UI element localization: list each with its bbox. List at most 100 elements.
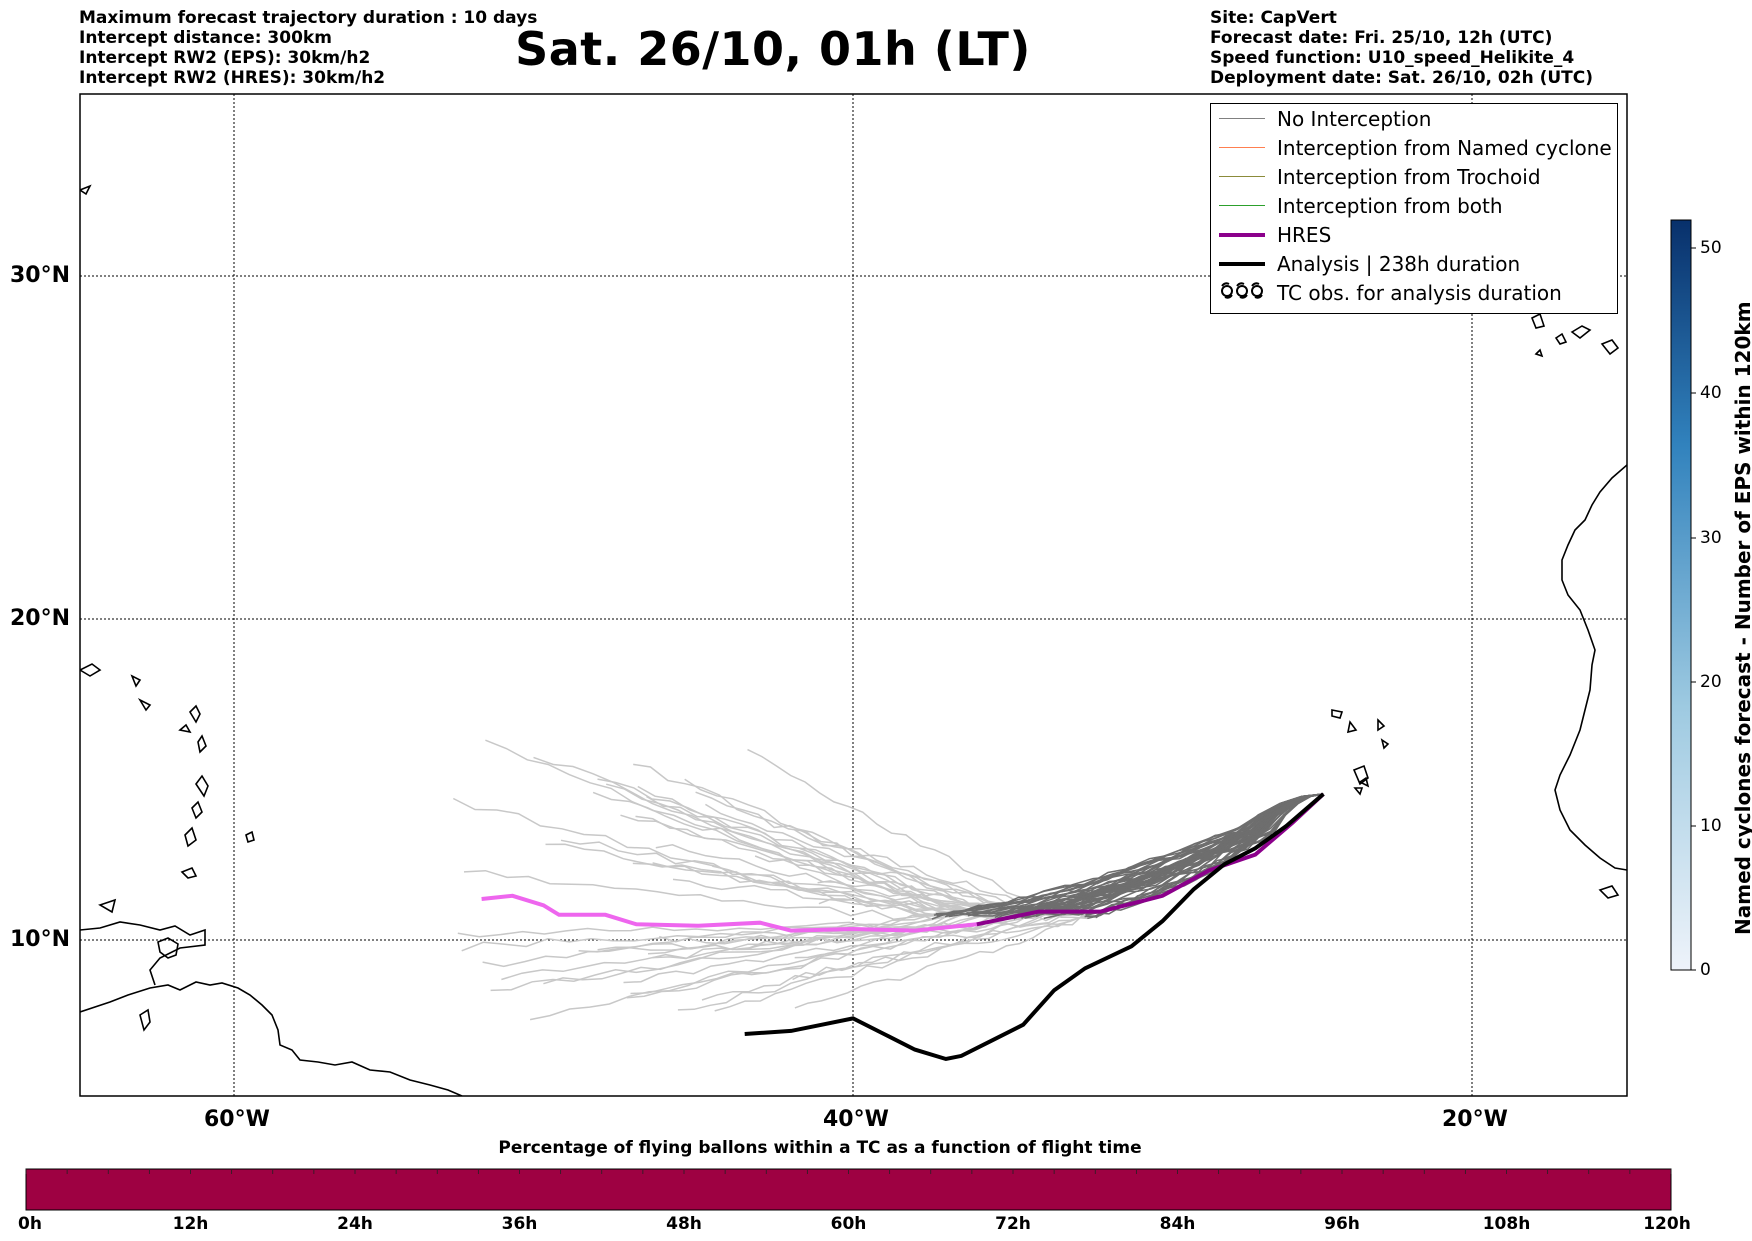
canary-4	[1600, 339, 1620, 356]
isl-f	[80, 184, 92, 196]
eps-track-near	[980, 793, 1324, 915]
lesser-antilles-2	[197, 734, 207, 754]
cbar-tick: 10	[1700, 816, 1722, 836]
isl-a	[130, 674, 142, 688]
eps-track-near	[946, 793, 1324, 917]
eps-track-far	[623, 911, 1009, 984]
colorbar-right	[1670, 219, 1692, 971]
eps-track-far	[794, 914, 1086, 959]
legend-swatch	[1219, 205, 1265, 206]
colorbar-bottom-tick-label: 108h	[1482, 1214, 1531, 1234]
lon-tick-60w: 60°W	[204, 1107, 270, 1132]
page-title: Sat. 26/10, 01h (LT)	[0, 22, 1752, 76]
eps-track-far	[635, 815, 1015, 920]
lesser-antilles-3	[195, 774, 209, 798]
map-frame	[79, 93, 1628, 1097]
cbar-tick: 0	[1700, 960, 1711, 980]
legend-label: Interception from both	[1277, 193, 1503, 218]
eps-track-far	[485, 739, 947, 917]
lat-tick-20n: 20°N	[10, 606, 71, 631]
header-left: Maximum forecast trajectory duration : 1…	[79, 8, 537, 88]
south-america-coast	[80, 981, 463, 1096]
header-line: Speed function: U10_speed_Helikite_4	[1210, 48, 1575, 68]
eps-track-far	[578, 913, 989, 953]
lat-tick-10n: 10°N	[10, 927, 71, 952]
venezuela-coast	[80, 921, 206, 986]
colorbar-bottom-tick-label: 36h	[501, 1214, 538, 1234]
colorbar-bottom-title: Percentage of flying ballons within a TC…	[0, 1138, 1752, 1158]
canary-5	[1534, 348, 1544, 358]
tobago	[180, 866, 198, 879]
cape-verde-4	[1380, 738, 1390, 750]
colorbar-right-ticks	[1691, 247, 1696, 971]
eps-track-near	[966, 793, 1324, 915]
lat-tick-30n: 30°N	[10, 263, 71, 288]
cape-verde-3	[1377, 718, 1386, 732]
colorbar-bottom-tick-label: 96h	[1324, 1214, 1360, 1234]
colorbar-bottom-tick-label: 60h	[830, 1214, 867, 1234]
eps-track-near	[1085, 793, 1324, 915]
colorbar-bottom-tick-label: 48h	[666, 1214, 702, 1234]
eps-track-far	[705, 803, 1046, 915]
analysis-line	[744, 792, 1325, 1062]
eps-track-far	[632, 862, 1013, 920]
analysis-track	[744, 792, 1325, 1062]
puerto-rico-ish	[80, 663, 102, 677]
coastline-americas	[80, 184, 463, 1096]
legend-label: Interception from Named cyclone	[1277, 135, 1612, 160]
legend-swatch	[1219, 232, 1265, 237]
colorbar-bottom-ticks	[25, 1169, 1672, 1174]
header-right: Site: CapVert Forecast date: Fri. 25/10,…	[1210, 8, 1593, 88]
header-line: Forecast date: Fri. 25/10, 12h (UTC)	[1210, 28, 1553, 48]
colorbar-bottom-tick-label: 120h	[1643, 1214, 1691, 1234]
header-line: Site: CapVert	[1210, 8, 1337, 28]
africa-coast	[1554, 464, 1627, 871]
eps-track-far	[543, 911, 973, 985]
legend-item: Analysis | 238h duration	[1219, 249, 1520, 278]
legend-swatch	[1219, 261, 1265, 266]
tc-symbol-icon	[1219, 281, 1265, 304]
legend-item: HRES	[1219, 220, 1331, 249]
legend-item: No Interception	[1219, 104, 1431, 133]
colorbar-bottom-tick-label: 72h	[995, 1214, 1031, 1234]
barbados	[245, 830, 255, 844]
eps-track-far	[714, 912, 1050, 1012]
eps-track-far	[626, 911, 1011, 999]
colorbar-right-label: Named cyclones forecast - Number of EPS …	[1731, 301, 1752, 935]
west-africa-islands	[1598, 885, 1620, 899]
isl-c	[178, 723, 192, 734]
colorbar-bottom-title-text: Percentage of flying ballons within a TC…	[498, 1138, 1142, 1158]
eps-track-far	[545, 843, 974, 917]
legend-item: Interception from Trochoid	[1219, 162, 1541, 191]
header-line: Maximum forecast trajectory duration : 1…	[79, 8, 538, 28]
cape-verde-5	[1358, 776, 1370, 788]
cbar-tick: 50	[1700, 238, 1722, 258]
eps-track-far	[501, 911, 954, 981]
cape-verde-6	[1353, 787, 1364, 796]
legend-item: Interception from both	[1219, 191, 1503, 220]
cape-verde-2	[1346, 720, 1358, 734]
eps-track-far	[695, 791, 1041, 914]
legend-swatch	[1219, 176, 1265, 177]
lon-tick-40w: 40°W	[823, 1107, 889, 1132]
isl-b	[137, 698, 152, 712]
legend-item: TC obs. for analysis duration	[1219, 278, 1562, 307]
isl-e	[139, 1008, 151, 1032]
cape-verde-1	[1331, 709, 1344, 719]
legend-item: Interception from Named cyclone	[1219, 133, 1612, 162]
colorbar-bottom-tick-label: 24h	[337, 1214, 373, 1234]
header-line: Deployment date: Sat. 26/10, 02h (UTC)	[1210, 68, 1594, 88]
lesser-antilles-5	[184, 826, 197, 848]
cbar-tick: 40	[1700, 383, 1722, 403]
canary-3	[1570, 325, 1592, 340]
eps-track-far	[794, 912, 1087, 1009]
eps-track-far	[597, 778, 998, 920]
colorbar-bottom	[25, 1168, 1672, 1211]
eps-track-far	[792, 915, 1085, 981]
eps-track-far	[463, 869, 937, 921]
isl-d	[98, 898, 117, 914]
hres-track-far	[481, 893, 978, 933]
legend-label: TC obs. for analysis duration	[1277, 280, 1562, 305]
colorbar-bottom-tick-label: 12h	[172, 1214, 209, 1234]
